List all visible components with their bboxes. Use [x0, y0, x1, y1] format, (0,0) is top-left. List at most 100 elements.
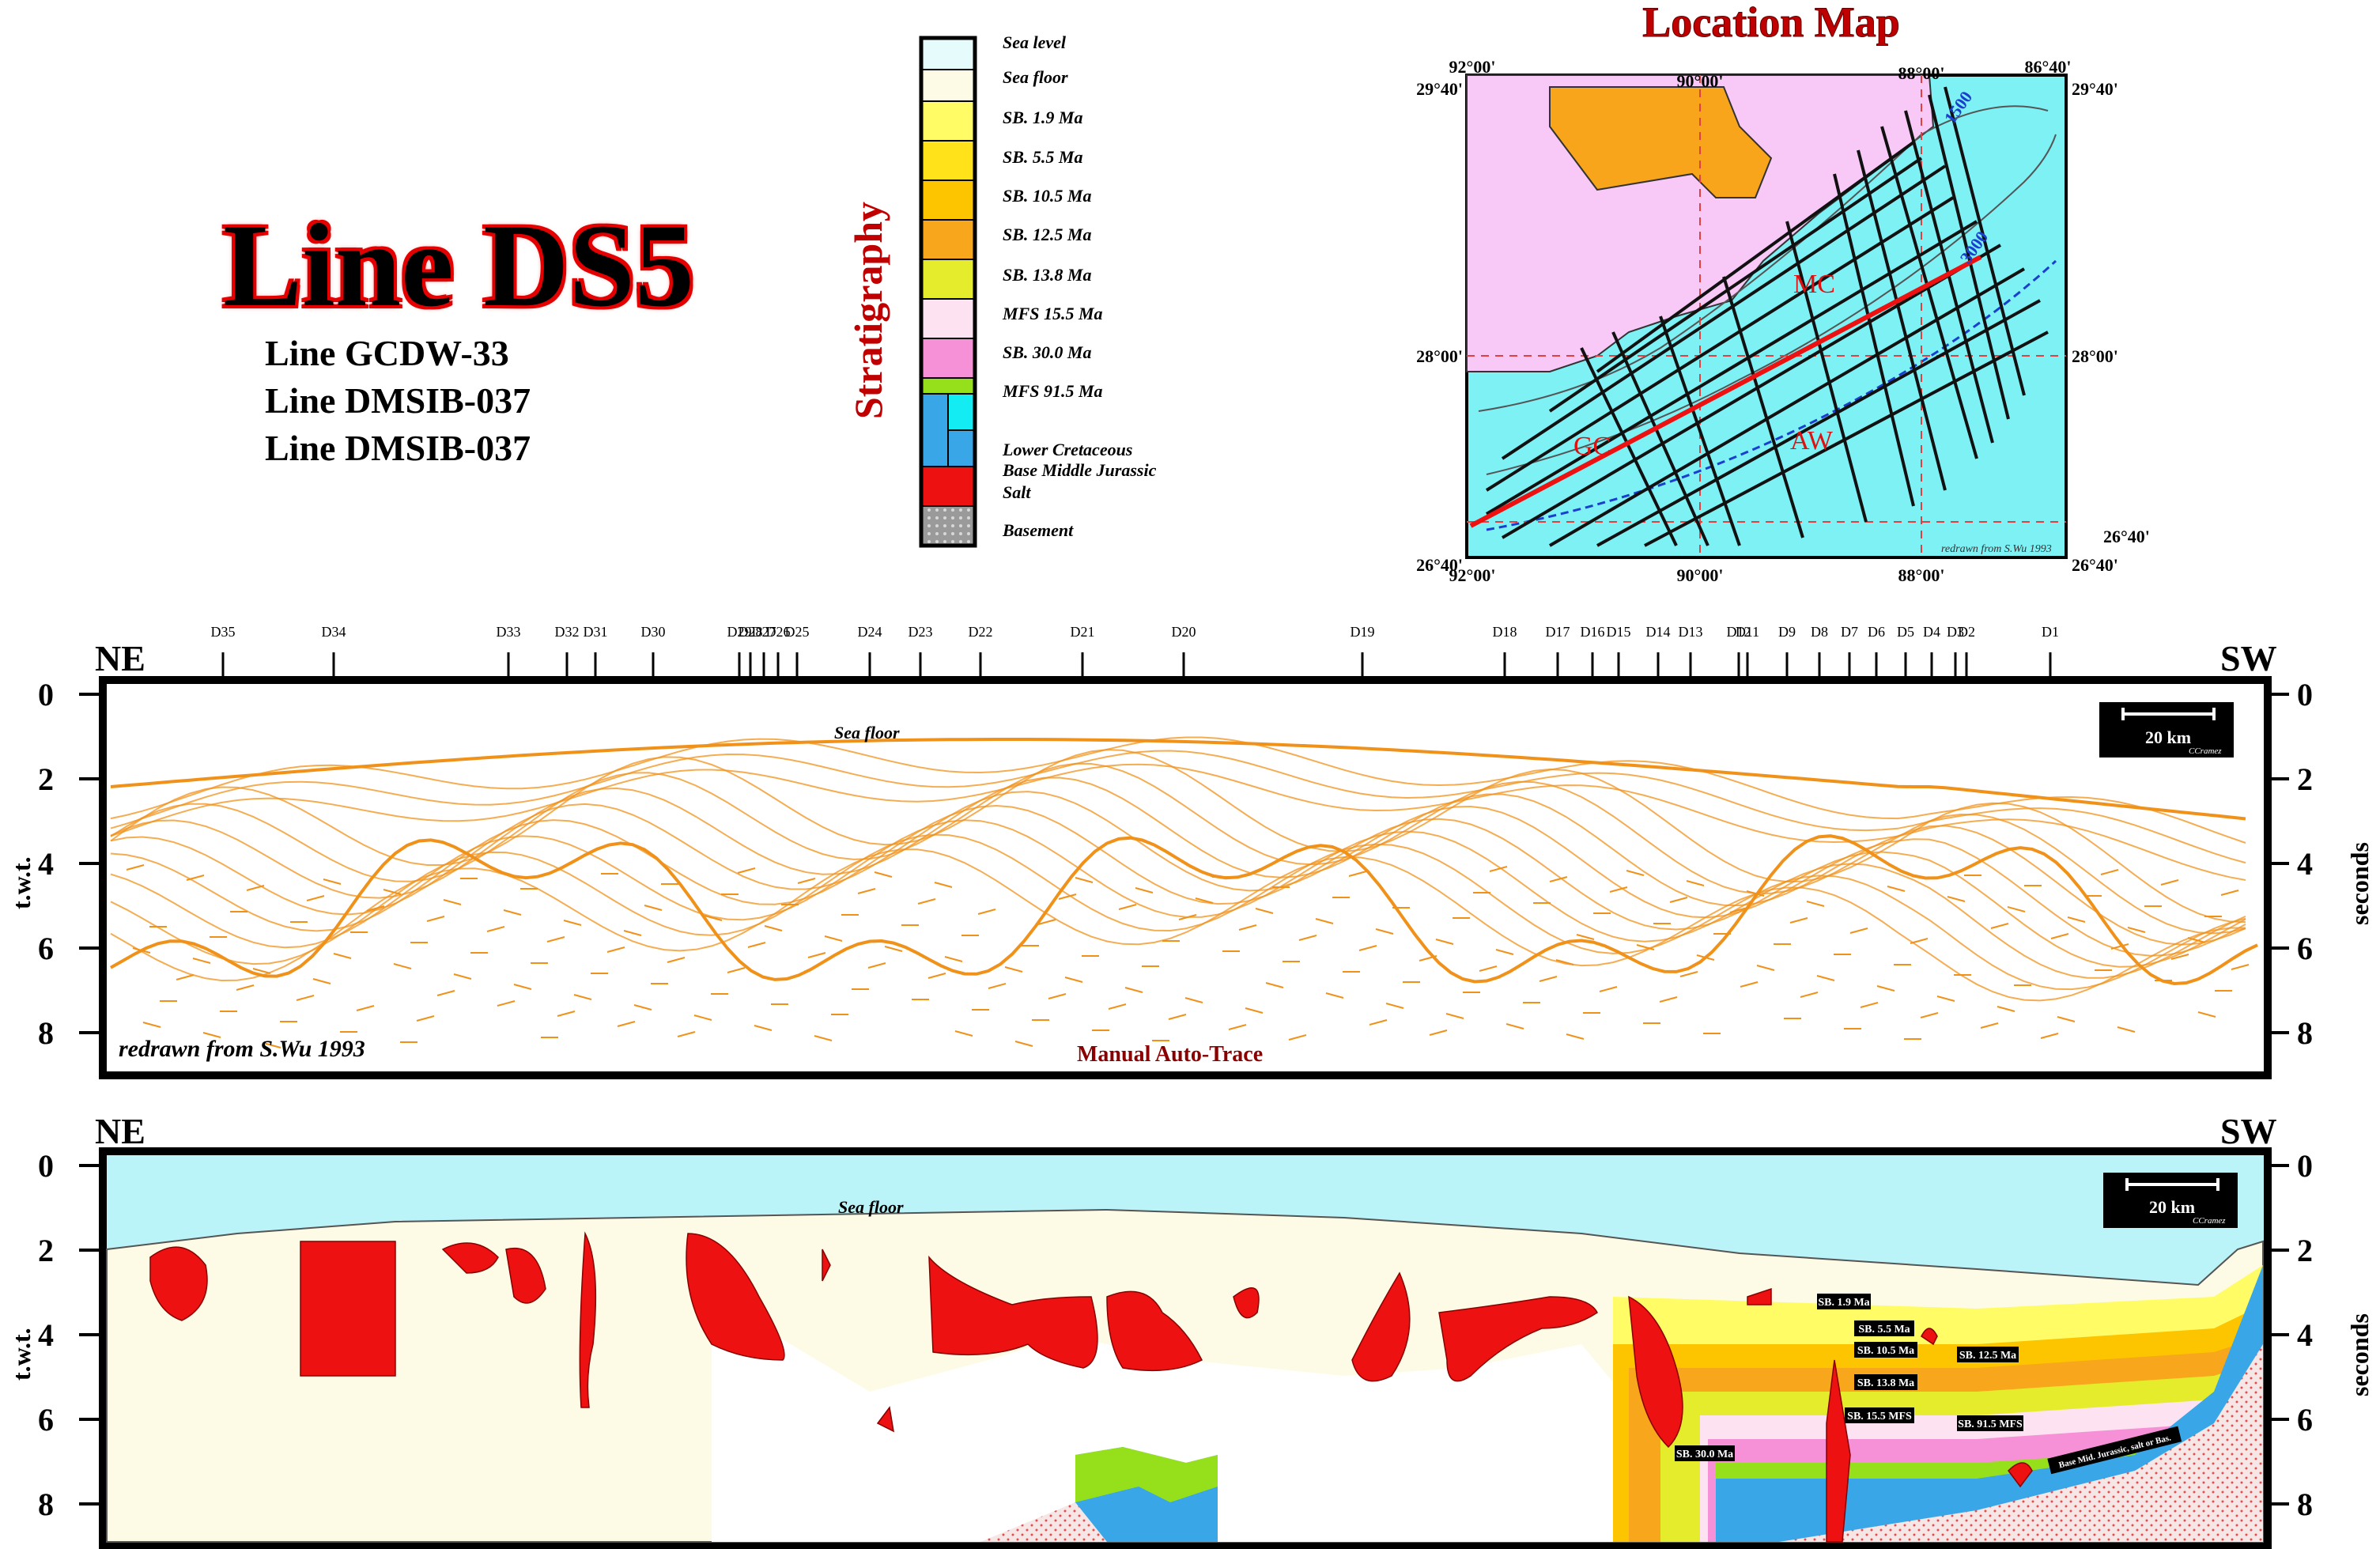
panel1-dash — [1539, 976, 1558, 982]
legend-swatch — [920, 179, 976, 221]
y-axis-label-left: t.w.t. — [7, 1328, 36, 1381]
legend-label: SB. 30.0 Ma — [1003, 342, 1091, 362]
map-survey-lines — [1485, 86, 2049, 547]
panel1-dash — [1075, 877, 1094, 883]
panel1-dash — [1168, 1014, 1187, 1020]
panel1-sea-floor: Sea floor — [834, 723, 900, 742]
panel1-dash — [1806, 901, 1825, 907]
panel1-dash — [1876, 985, 1895, 992]
location-map: Location Map — [1416, 0, 2150, 585]
panel1-dash — [1435, 939, 1454, 945]
panel1-dash — [2170, 954, 2189, 960]
panel1-dash — [677, 1031, 696, 1037]
legend-label: SB. 1.9 Ma — [1003, 108, 1082, 127]
map-lon-bottom-1: 92°00' — [1449, 565, 1496, 585]
panel1-dash — [1910, 938, 1929, 944]
panel1-deep-horizon — [110, 834, 2258, 986]
panel1-dash — [2117, 1026, 2136, 1033]
horizon-label-sb55: SB. 5.5 Ma — [1858, 1324, 1910, 1336]
panel1-dash — [436, 990, 455, 996]
panel1-dash — [1265, 982, 1284, 988]
legend-label: SB. 12.5 Ma — [1003, 225, 1091, 244]
panel1-sea-floor-line — [110, 738, 2246, 821]
panel1-dash — [252, 968, 271, 974]
panel1-sw: SW — [2220, 638, 2277, 678]
panel1-dash — [747, 942, 766, 948]
panel1-dash — [236, 984, 255, 991]
panel1-reflector — [110, 833, 2246, 991]
legend-label: SB. 5.5 Ma — [1003, 147, 1082, 167]
panel1-dash — [1255, 908, 1274, 914]
legend-label: MFS 91.5 Ma — [1002, 381, 1103, 401]
panel1-dash — [867, 962, 886, 969]
well-marker-label: D3 — [1947, 624, 1964, 640]
depth-tick-right: 0 — [2297, 677, 2313, 712]
panel1-dash — [988, 983, 1007, 989]
horizon-label-sb155: SB. 15.5 MFS — [1847, 1411, 1912, 1422]
panel1-dash — [1429, 1030, 1448, 1036]
panel1-dash — [1375, 928, 1394, 935]
legend-swatch — [920, 298, 976, 339]
well-marker-label: D7 — [1841, 624, 1858, 640]
legend-swatch — [920, 140, 976, 181]
panel1-dash — [1124, 987, 1143, 993]
panel1-reflector — [110, 776, 2246, 946]
panel1-dash — [1756, 965, 1775, 971]
depth-tick-right: 8 — [2297, 1487, 2313, 1522]
map-credit: redrawn from S.Wu 1993 — [1941, 543, 2052, 555]
well-marker-label: D5 — [1897, 624, 1914, 640]
map-lon-top-1: 92°00' — [1449, 57, 1496, 77]
panel1-dash — [1238, 924, 1257, 931]
well-marker-label: D27 — [752, 624, 776, 640]
panel1-dash — [954, 1030, 973, 1037]
panel1-seismic-lines — [110, 736, 2258, 1048]
map-lon-top-3: 88°00' — [1898, 63, 1945, 83]
panel1-dash — [623, 930, 642, 936]
panel2-layer-blue — [1716, 1265, 2263, 1542]
panel1-scale-bar: 20 km CCramez — [2099, 702, 2234, 757]
well-marker-label: D26 — [766, 624, 791, 640]
panel1-dash — [797, 878, 816, 884]
well-marker-label: D34 — [322, 624, 346, 640]
panel1-reflector — [110, 763, 2246, 881]
panel1-ne: NE — [95, 638, 145, 678]
legend-label: Lower Cretaceous — [1002, 440, 1132, 459]
panel1-dash — [2110, 943, 2129, 950]
panel2-ne: NE — [95, 1111, 145, 1151]
panel1-author: CCramez — [2189, 746, 2222, 756]
panel1-reflector — [110, 791, 2246, 957]
panel1-dash — [1058, 894, 1077, 900]
panel1-dash — [1746, 890, 1765, 897]
panel1-dash — [1135, 887, 1154, 894]
panel1-dash — [1288, 1034, 1307, 1041]
panel1-dash — [693, 1014, 712, 1021]
panel1-dash — [1947, 896, 1966, 902]
map-lon-top-2: 90°00' — [1677, 71, 1724, 91]
map-lat-right-3b: 26°40' — [2072, 555, 2118, 575]
legend-swatch — [920, 100, 976, 142]
panel-2: NE SW — [95, 1111, 2277, 1549]
panel1-dash — [1315, 918, 1334, 924]
depth-tick-left: 0 — [38, 1148, 54, 1184]
depth-tick-left: 2 — [38, 1233, 54, 1268]
panel1-dash — [704, 915, 723, 921]
panel1-dash — [2127, 927, 2146, 933]
well-marker-label: D23 — [909, 624, 933, 640]
panel1-dash — [1178, 914, 1197, 920]
legend-swatch — [920, 69, 976, 102]
panel1-dash — [2160, 879, 2179, 886]
panel1-dash — [2100, 869, 2119, 875]
panel1-dash — [874, 871, 893, 878]
map-orange-region — [1549, 86, 1773, 198]
panel1-dash — [1686, 880, 1705, 886]
panel1-dash — [617, 1021, 636, 1027]
horizon-label-sb300: SB. 30.0 Ma — [1676, 1449, 1733, 1460]
panel1-dash — [557, 1011, 576, 1017]
panel1-dash — [1789, 917, 1808, 924]
legend-label: SB. 13.8 Ma — [1003, 265, 1091, 285]
panel1-dash — [1980, 1022, 1999, 1029]
map-contour-3 — [1486, 259, 2057, 531]
panel1-dash — [306, 895, 325, 901]
horizon-label-sb19: SB. 1.9 Ma — [1818, 1297, 1869, 1309]
